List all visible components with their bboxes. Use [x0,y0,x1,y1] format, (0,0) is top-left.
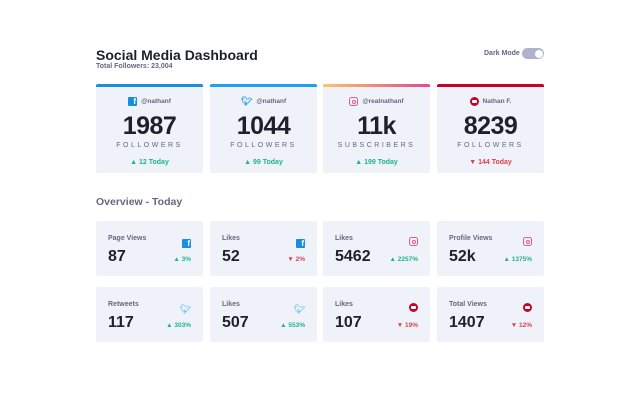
card-accent-bar [437,84,544,87]
handle-text: @nathanf [256,98,287,105]
overview-card[interactable]: Likes 107 ▼ 19% [323,287,430,342]
metric-value: 87 [108,248,126,265]
metric-value: 1407 [449,314,485,331]
metric-title: Page Views [108,235,147,242]
metric-change: ▲ 3% [173,256,191,263]
account-handle: 🐦︎ @nathanf [210,97,317,106]
page-title: Social Media Dashboard [96,47,258,63]
handle-text: Nathan F. [482,98,512,105]
facebook-icon: f [128,97,138,106]
account-handle: f @nathanf [96,97,203,106]
follower-card-twitter[interactable]: 🐦︎ @nathanf 1044 FOLLOWERS ▲ 99 Today [210,84,317,173]
metric-value: 107 [335,314,362,331]
overview-card[interactable]: Page Views f 87 ▲ 3% [96,221,203,276]
follower-card-youtube[interactable]: Nathan F. 8239 FOLLOWERS ▼ 144 Today [437,84,544,173]
metric-change: ▼ 19% [396,322,418,329]
overview-card[interactable]: Likes 🐦︎ 507 ▲ 553% [210,287,317,342]
overview-card[interactable]: Total Views 1407 ▼ 12% [437,287,544,342]
today-change: ▲ 12 Today [130,159,169,166]
youtube-icon [523,303,532,312]
overview-card[interactable]: Profile Views 52k ▲ 1375% [437,221,544,276]
follower-count: 1044 [236,112,291,140]
metric-value: 507 [222,314,249,331]
handle-text: @realnathanf [362,98,404,105]
youtube-icon [409,303,418,312]
instagram-icon [523,237,532,246]
youtube-icon [469,97,479,106]
facebook-icon: f [296,239,305,248]
follower-count: 1987 [122,112,177,140]
follower-count: 8239 [463,112,518,140]
card-accent-bar [323,84,430,87]
twitter-icon: 🐦︎ [179,304,191,314]
dark-mode-toggle[interactable] [522,48,544,59]
instagram-icon [349,97,359,106]
metric-title: Likes [335,301,353,308]
metric-title: Total Views [449,301,487,308]
overview-card[interactable]: Likes 5462 ▲ 2257% [323,221,430,276]
metric-change: ▲ 553% [280,322,305,329]
card-accent-bar [210,84,317,87]
follower-label: FOLLOWERS [116,142,183,149]
today-change: ▼ 144 Today [469,159,512,166]
facebook-icon: f [182,239,191,248]
overview-title: Overview - Today [96,196,183,208]
metric-change: ▼ 12% [510,322,532,329]
overview-card[interactable]: Retweets 🐦︎ 117 ▲ 303% [96,287,203,342]
card-accent-bar [96,84,203,87]
handle-text: @nathanf [141,98,171,105]
follower-label: SUBSCRIBERS [337,142,416,149]
metric-title: Likes [335,235,353,242]
follower-card-facebook[interactable]: f @nathanf 1987 FOLLOWERS ▲ 12 Today [96,84,203,173]
account-handle: @realnathanf [323,97,430,106]
metric-change: ▲ 2257% [389,256,418,263]
metric-title: Retweets [108,301,139,308]
account-handle: Nathan F. [437,97,544,106]
metric-change: ▲ 303% [166,322,191,329]
instagram-icon [409,237,418,246]
metric-change: ▼ 2% [287,256,305,263]
metric-value: 5462 [335,248,371,265]
today-change: ▲ 99 Today [244,159,283,166]
today-change: ▲ 199 Today [355,159,398,166]
follower-card-instagram[interactable]: @realnathanf 11k SUBSCRIBERS ▲ 199 Today [323,84,430,173]
metric-title: Likes [222,235,240,242]
metric-title: Likes [222,301,240,308]
twitter-icon: 🐦︎ [240,96,253,106]
metric-value: 52k [449,248,476,265]
dark-mode-label: Dark Mode [484,50,520,57]
metric-change: ▲ 1375% [503,256,532,263]
metric-title: Profile Views [449,235,493,242]
follower-count: 11k [357,112,396,140]
twitter-icon: 🐦︎ [293,304,305,314]
follower-label: FOLLOWERS [457,142,524,149]
follower-label: FOLLOWERS [230,142,297,149]
total-followers: Total Followers: 23,004 [96,63,173,70]
metric-value: 117 [108,314,134,331]
metric-value: 52 [222,248,240,265]
overview-card[interactable]: Likes f 52 ▼ 2% [210,221,317,276]
